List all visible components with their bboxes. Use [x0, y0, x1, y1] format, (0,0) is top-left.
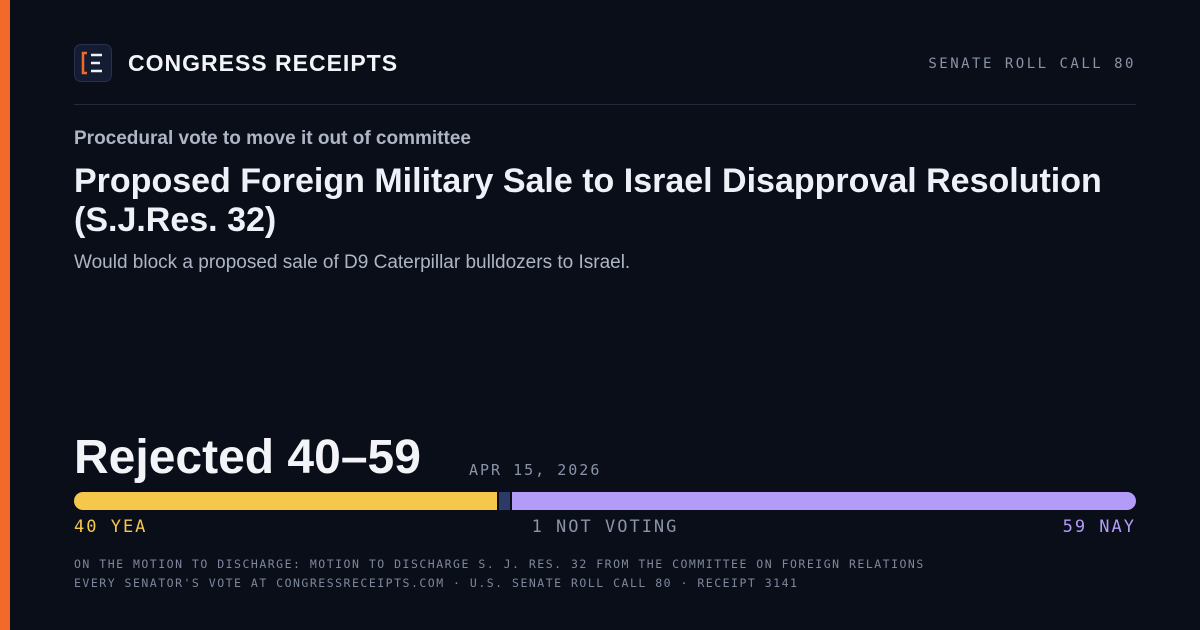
vote-bar [74, 492, 1136, 510]
vote-segment [511, 492, 1136, 510]
accent-stripe [0, 0, 10, 630]
not-voting-label: 1 NOT VOTING [531, 517, 679, 537]
description: Would block a proposed sale of D9 Caterp… [74, 252, 631, 273]
brand: CONGRESS RECEIPTS [128, 50, 399, 76]
logo [74, 44, 112, 82]
yea-label: 40 YEA [74, 517, 148, 537]
vote-segment [499, 492, 510, 510]
date: APR 15, 2026 [469, 461, 602, 479]
roll-call: SENATE ROLL CALL 80 [928, 56, 1136, 72]
vote-segment [74, 492, 498, 510]
kicker: Procedural vote to move it out of commit… [74, 128, 471, 149]
nay-label: 59 NAY [1062, 517, 1136, 537]
footnote: EVERY SENATOR'S VOTE AT CONGRESSRECEIPTS… [74, 576, 799, 590]
logo-icon [81, 51, 102, 75]
result: Rejected 40–59 [74, 431, 421, 484]
title: Proposed Foreign Military Sale to Israel… [74, 162, 1102, 239]
footnote: ON THE MOTION TO DISCHARGE: MOTION TO DI… [74, 557, 925, 571]
divider [74, 104, 1136, 105]
